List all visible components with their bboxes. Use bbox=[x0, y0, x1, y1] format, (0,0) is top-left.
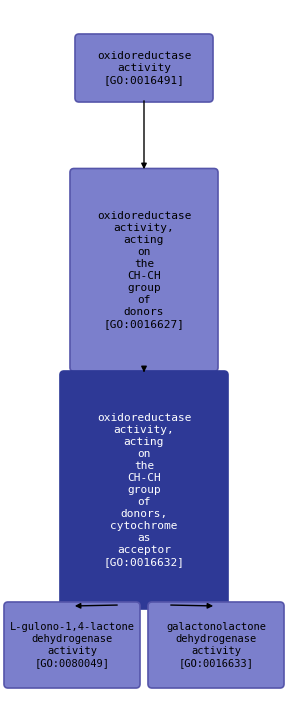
Text: oxidoreductase
activity,
acting
on
the
CH-CH
group
of
donors,
cytochrome
as
acce: oxidoreductase activity, acting on the C… bbox=[97, 413, 191, 567]
Text: oxidoreductase
activity,
acting
on
the
CH-CH
group
of
donors
[GO:0016627]: oxidoreductase activity, acting on the C… bbox=[97, 211, 191, 329]
FancyBboxPatch shape bbox=[75, 34, 213, 102]
FancyBboxPatch shape bbox=[70, 169, 218, 371]
Text: oxidoreductase
activity
[GO:0016491]: oxidoreductase activity [GO:0016491] bbox=[97, 51, 191, 85]
FancyBboxPatch shape bbox=[148, 602, 284, 688]
FancyBboxPatch shape bbox=[60, 371, 228, 609]
Text: L-gulono-1,4-lactone
dehydrogenase
activity
[GO:0080049]: L-gulono-1,4-lactone dehydrogenase activ… bbox=[10, 622, 134, 668]
Text: galactonolactone
dehydrogenase
activity
[GO:0016633]: galactonolactone dehydrogenase activity … bbox=[166, 622, 266, 668]
FancyBboxPatch shape bbox=[4, 602, 140, 688]
